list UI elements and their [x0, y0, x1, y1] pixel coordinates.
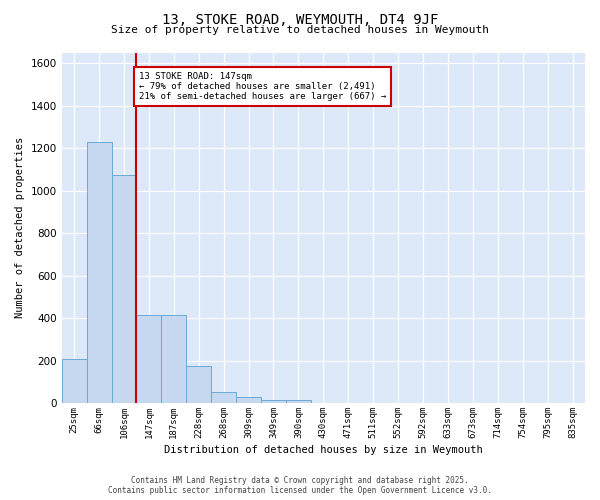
Bar — [62, 360, 86, 403]
Bar — [161, 315, 186, 403]
Bar — [136, 315, 161, 403]
Bar — [86, 142, 112, 403]
Bar — [211, 392, 236, 403]
Text: Size of property relative to detached houses in Weymouth: Size of property relative to detached ho… — [111, 25, 489, 35]
Bar — [236, 397, 261, 403]
Bar — [112, 174, 136, 403]
Bar — [286, 400, 311, 403]
Text: 13, STOKE ROAD, WEYMOUTH, DT4 9JF: 13, STOKE ROAD, WEYMOUTH, DT4 9JF — [162, 12, 438, 26]
Bar — [186, 366, 211, 403]
Bar — [261, 400, 286, 403]
X-axis label: Distribution of detached houses by size in Weymouth: Distribution of detached houses by size … — [164, 445, 483, 455]
Text: Contains HM Land Registry data © Crown copyright and database right 2025.
Contai: Contains HM Land Registry data © Crown c… — [108, 476, 492, 495]
Y-axis label: Number of detached properties: Number of detached properties — [15, 137, 25, 318]
Text: 13 STOKE ROAD: 147sqm
← 79% of detached houses are smaller (2,491)
21% of semi-d: 13 STOKE ROAD: 147sqm ← 79% of detached … — [139, 72, 386, 102]
